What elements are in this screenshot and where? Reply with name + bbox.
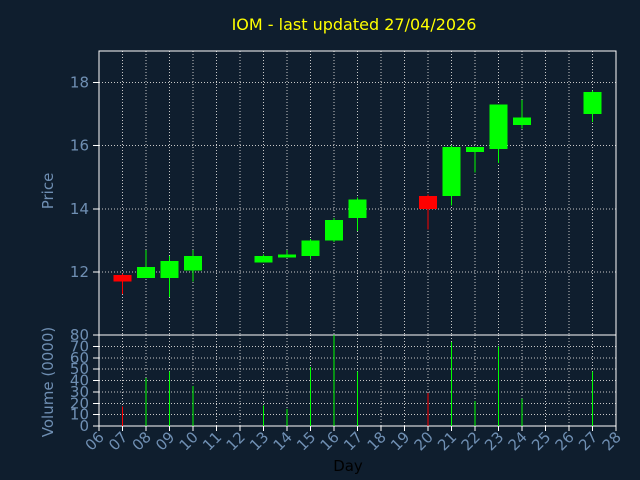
x-tick-label: 24: [505, 428, 531, 454]
volume-axis-label: Volume (0000): [39, 327, 57, 437]
x-tick-label: 13: [246, 428, 272, 454]
x-tick-label: 11: [199, 428, 225, 454]
x-tick-label: 21: [434, 428, 460, 454]
candle-body: [513, 117, 531, 126]
candle-body: [113, 275, 132, 282]
x-tick-label: 25: [528, 428, 554, 454]
candle-body: [137, 267, 155, 279]
candle-body: [583, 92, 602, 115]
x-tick-label: 09: [152, 428, 178, 454]
volume-panel: 0102030405060708006070809101112131415161…: [70, 326, 625, 454]
price-y-tick-label: 18: [70, 74, 89, 92]
x-tick-label: 15: [293, 428, 319, 454]
candle-body: [419, 196, 437, 209]
price-y-tick-label: 14: [70, 200, 89, 218]
x-tick-label: 28: [599, 428, 625, 454]
volume-y-tick-label: 30: [70, 383, 89, 401]
candle-body: [489, 104, 508, 149]
volume-y-tick-label: 80: [70, 326, 89, 344]
x-tick-label: 22: [458, 428, 484, 454]
x-tick-label: 18: [364, 428, 390, 454]
price-axis-label: Price: [39, 173, 57, 210]
x-tick-label: 23: [481, 428, 507, 454]
x-tick-label: 12: [223, 428, 249, 454]
price-y-tick-label: 16: [70, 137, 89, 155]
chart-title: IOM - last updated 27/04/2026: [232, 15, 477, 34]
volume-y-tick-label: 50: [70, 360, 89, 378]
volume-y-tick-label: 70: [70, 337, 89, 355]
x-tick-label: 20: [411, 428, 437, 454]
price-y-tick-label: 12: [70, 263, 89, 281]
candle-body: [325, 219, 343, 241]
candle-body: [254, 256, 273, 263]
x-tick-label: 07: [105, 428, 131, 454]
volume-y-tick-label: 20: [70, 394, 89, 412]
volume-y-tick-label: 40: [70, 372, 89, 390]
x-tick-label: 10: [176, 428, 202, 454]
x-tick-label: 19: [387, 428, 413, 454]
volume-y-tick-label: 60: [70, 349, 89, 367]
candle-body: [301, 240, 320, 257]
x-axis-label: Day: [333, 457, 363, 475]
candle-body: [160, 260, 179, 279]
x-tick-label: 17: [340, 428, 366, 454]
price-panel: 12 14 16 18: [70, 50, 617, 336]
x-tick-label: 14: [270, 428, 296, 454]
candle-body: [466, 147, 484, 152]
volume-y-tick-label: 10: [70, 406, 89, 424]
candle-body: [348, 199, 367, 219]
candle-body: [184, 256, 202, 271]
x-tick-label: 26: [552, 428, 578, 454]
x-tick-label: 16: [317, 428, 343, 454]
x-tick-label: 27: [575, 428, 601, 454]
x-tick-label: 08: [129, 428, 155, 454]
candle-body: [278, 254, 296, 258]
candle-body: [442, 147, 461, 197]
volume-y-tick-label: 0: [79, 417, 89, 435]
